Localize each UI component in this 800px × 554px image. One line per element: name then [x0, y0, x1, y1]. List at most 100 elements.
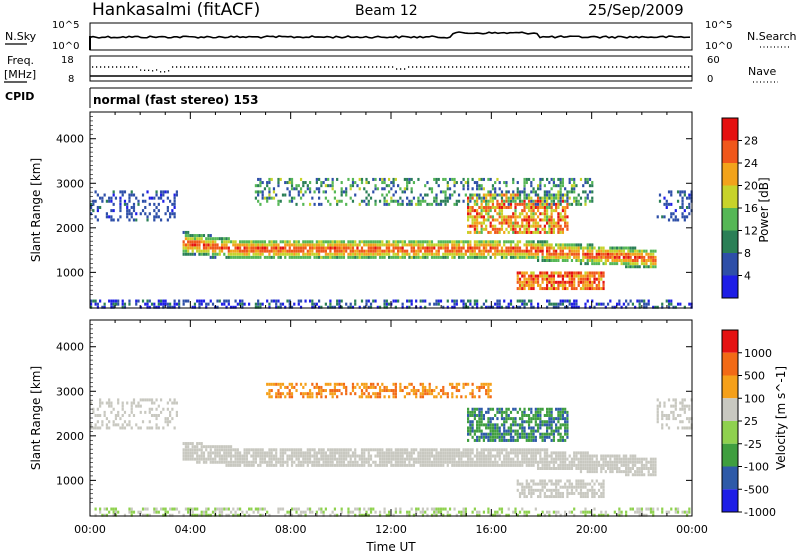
echo-cell	[329, 382, 332, 386]
echo-cell	[543, 190, 546, 194]
echo-cell	[270, 460, 273, 464]
echo-cell	[573, 196, 576, 200]
echo-cell	[514, 420, 517, 424]
echo-cell	[169, 413, 172, 417]
echo-cell	[238, 457, 242, 461]
echo-cell	[318, 392, 321, 396]
echo-cell	[557, 193, 560, 197]
echo-cell	[439, 255, 443, 259]
echo-cell	[464, 460, 467, 464]
echo-cell	[564, 259, 567, 262]
echo-cell	[588, 510, 592, 514]
echo-cell	[593, 271, 596, 275]
echo-cell	[478, 243, 481, 247]
echo-cell	[615, 246, 619, 250]
echo-cell	[417, 457, 420, 461]
echo-cell	[331, 389, 334, 393]
echo-cell	[354, 463, 357, 467]
echo-cell	[279, 199, 282, 203]
echo-cell	[539, 451, 542, 455]
echo-cell	[385, 451, 388, 455]
echo-cell	[234, 243, 237, 247]
echo-cell	[523, 457, 526, 461]
echo-cell	[306, 395, 309, 399]
echo-cell	[214, 255, 217, 259]
echo-cell	[150, 407, 154, 411]
echo-cell	[534, 190, 537, 194]
echo-cell	[541, 199, 544, 203]
echo-cell	[372, 177, 375, 181]
echo-cell	[543, 240, 546, 244]
echo-cell	[473, 221, 476, 225]
echo-cell	[473, 302, 476, 306]
echo-cell	[480, 423, 483, 427]
echo-cell	[101, 420, 104, 424]
echo-cell	[489, 240, 492, 244]
echo-cell	[476, 246, 479, 250]
echo-cell	[649, 249, 653, 253]
echo-cell	[532, 187, 535, 191]
echo-cell	[236, 460, 239, 464]
echo-cell	[516, 438, 519, 442]
echo-cell	[444, 252, 447, 256]
echo-cell	[527, 209, 531, 213]
echo-cell	[315, 382, 318, 386]
echo-cell	[374, 249, 377, 253]
echo-cell	[588, 177, 592, 181]
echo-cell	[360, 199, 364, 203]
echo-cell	[464, 181, 467, 185]
echo-cell	[543, 448, 546, 452]
echo-cell	[503, 410, 506, 414]
echo-cell	[552, 193, 555, 197]
echo-cell	[270, 177, 273, 181]
echo-cell	[304, 460, 307, 464]
echo-cell	[419, 299, 422, 303]
echo-cell	[207, 237, 210, 241]
echo-cell	[582, 249, 585, 253]
echo-cell	[473, 193, 476, 197]
echo-cell	[446, 460, 449, 464]
echo-cell	[245, 255, 248, 259]
echo-cell	[403, 451, 406, 455]
echo-cell	[119, 190, 122, 194]
echo-cell	[496, 212, 499, 216]
echo-cell	[536, 283, 540, 287]
echo-cell	[541, 510, 544, 514]
echo-cell	[521, 435, 524, 439]
echo-cell	[189, 243, 192, 247]
echo-cell	[503, 448, 506, 452]
echo-cell	[523, 410, 526, 414]
echo-cell	[128, 196, 131, 200]
echo-cell	[130, 407, 133, 411]
echo-cell	[331, 510, 334, 514]
nave-label: Nave	[748, 65, 776, 78]
echo-cell	[385, 202, 388, 206]
echo-cell	[527, 249, 531, 253]
echo-cell	[119, 209, 122, 213]
echo-cell	[482, 218, 486, 222]
echo-cell	[374, 243, 377, 247]
echo-cell	[196, 234, 199, 238]
echo-cell	[600, 302, 603, 306]
echo-cell	[261, 246, 264, 250]
echo-cell	[187, 457, 190, 461]
echo-cell	[543, 485, 546, 489]
echo-cell	[557, 457, 560, 461]
echo-cell	[327, 255, 330, 259]
echo-cell	[284, 305, 287, 309]
echo-cell	[394, 255, 397, 259]
echo-cell	[485, 432, 488, 436]
echo-cell	[627, 265, 630, 269]
echo-cell	[564, 193, 567, 197]
echo-cell	[582, 252, 585, 256]
echo-cell	[259, 457, 262, 461]
echo-cell	[500, 510, 504, 514]
echo-cell	[552, 420, 555, 424]
echo-cell	[679, 205, 682, 209]
echo-cell	[349, 252, 352, 256]
echo-cell	[284, 460, 287, 464]
echo-cell	[132, 398, 136, 402]
echo-cell	[419, 249, 422, 253]
echo-cell	[367, 457, 370, 461]
echo-cell	[94, 423, 97, 427]
